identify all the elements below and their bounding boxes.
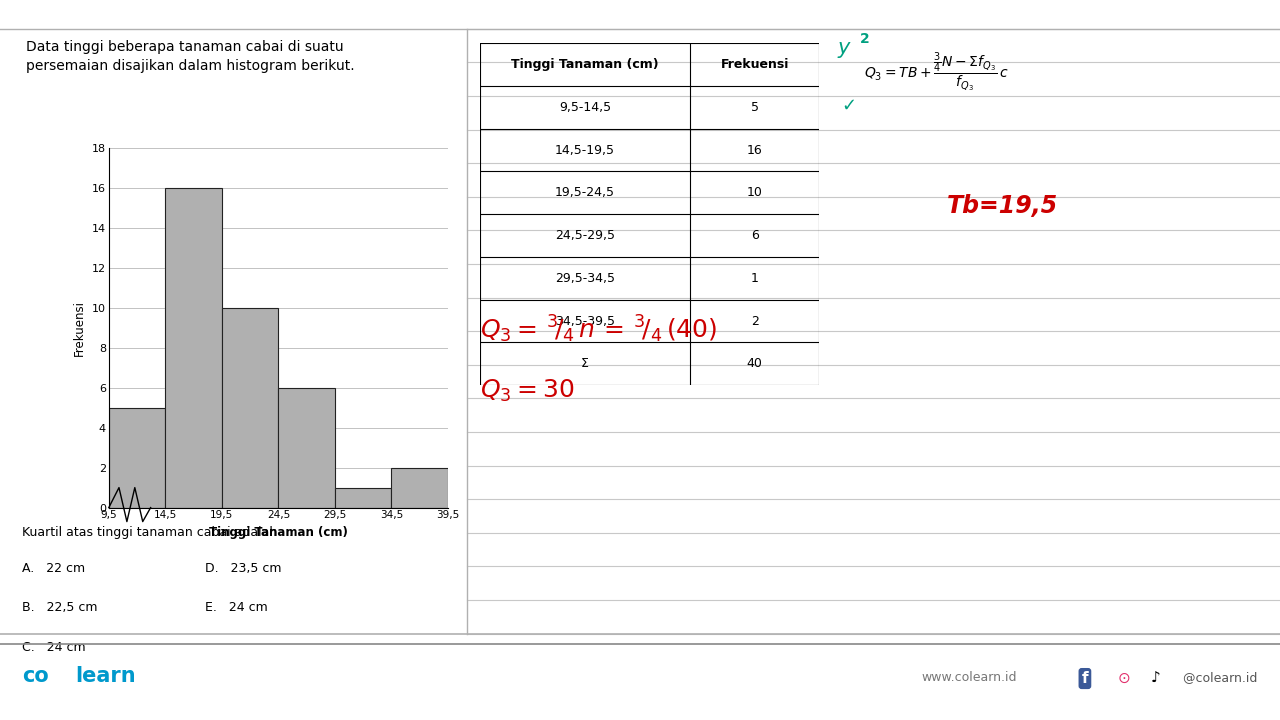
Bar (165, 188, 221, 508)
Text: ✓: ✓ (841, 97, 856, 115)
Text: Tb=19,5: Tb=19,5 (947, 194, 1059, 218)
Text: A.   22 cm: A. 22 cm (22, 562, 84, 575)
Text: 24,5-29,5: 24,5-29,5 (556, 229, 616, 242)
Text: 40: 40 (746, 357, 763, 370)
Text: 19,5-24,5: 19,5-24,5 (556, 186, 616, 199)
Text: Σ: Σ (581, 357, 589, 370)
Text: Data tinggi beberapa tanaman cabai di suatu
persemaian disajikan dalam histogram: Data tinggi beberapa tanaman cabai di su… (26, 40, 355, 73)
Text: B.   22,5 cm: B. 22,5 cm (22, 601, 97, 614)
Text: 10: 10 (746, 186, 763, 199)
Text: D.   23,5 cm: D. 23,5 cm (205, 562, 282, 575)
Text: f: f (1082, 671, 1088, 686)
Text: @colearn.id: @colearn.id (1179, 671, 1257, 684)
Text: 2: 2 (751, 315, 759, 328)
Bar (392, 467, 448, 508)
Text: ⊙: ⊙ (1117, 671, 1130, 686)
Bar (221, 307, 279, 508)
X-axis label: Tinggi Tanaman (cm): Tinggi Tanaman (cm) (209, 526, 348, 539)
Bar (279, 387, 335, 508)
Text: Tinggi Tanaman (cm): Tinggi Tanaman (cm) (511, 58, 659, 71)
Text: $y$: $y$ (837, 40, 852, 60)
Text: Kuartil atas tinggi tanaman cabai adalah . . . .: Kuartil atas tinggi tanaman cabai adalah… (22, 526, 308, 539)
Text: C.   24 cm: C. 24 cm (22, 641, 86, 654)
Bar (109, 408, 165, 508)
Text: 14,5-19,5: 14,5-19,5 (556, 143, 616, 156)
Text: learn: learn (76, 666, 136, 686)
Text: 16: 16 (746, 143, 763, 156)
Text: 34,5-39,5: 34,5-39,5 (556, 315, 616, 328)
Text: 29,5-34,5: 29,5-34,5 (556, 272, 616, 285)
Text: Frekuensi: Frekuensi (721, 58, 788, 71)
Text: 2: 2 (860, 32, 870, 46)
Text: f: f (1082, 671, 1088, 686)
Text: 9,5-14,5: 9,5-14,5 (559, 101, 612, 114)
Bar (335, 487, 392, 508)
Y-axis label: Frekuensi: Frekuensi (73, 300, 86, 356)
Text: E.   24 cm: E. 24 cm (205, 601, 268, 614)
Text: 6: 6 (751, 229, 759, 242)
Text: $Q_3 = 30$: $Q_3 = 30$ (480, 378, 575, 404)
Text: 1: 1 (751, 272, 759, 285)
Text: $Q_3 = \,^3\!/_4\,n\, = \,^3\!/_4\,(40)$: $Q_3 = \,^3\!/_4\,n\, = \,^3\!/_4\,(40)$ (480, 313, 717, 345)
Text: ♪: ♪ (1151, 671, 1161, 686)
Text: www.colearn.id: www.colearn.id (922, 671, 1018, 684)
Text: $Q_3 = TB + \dfrac{\frac{3}{4}N - \Sigma f_{Q_3}}{f_{Q_3}}\,c$: $Q_3 = TB + \dfrac{\frac{3}{4}N - \Sigma… (864, 50, 1009, 94)
Text: co: co (22, 666, 49, 686)
Text: 5: 5 (751, 101, 759, 114)
